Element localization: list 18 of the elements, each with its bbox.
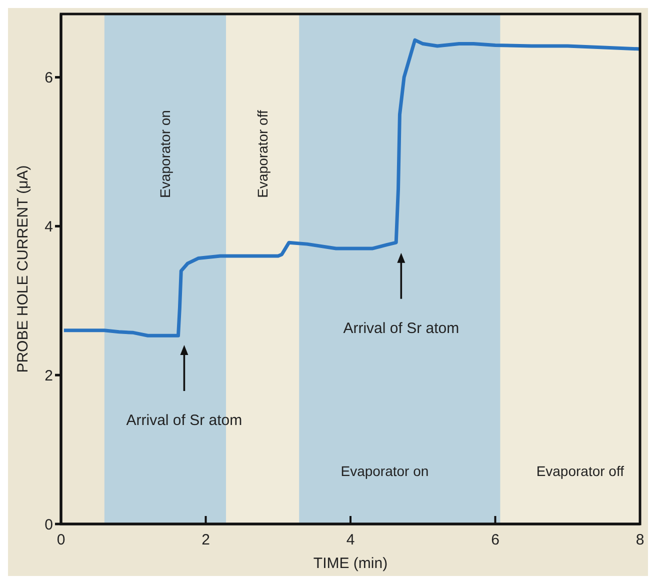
y-tick-label: 6	[44, 70, 53, 87]
x-tick-label: 8	[636, 532, 644, 549]
y-tick-label: 0	[44, 516, 53, 534]
band-label: Evaporator off	[254, 110, 271, 198]
y-tick-label: 4	[44, 218, 53, 236]
y-tick-label: 2	[44, 367, 53, 384]
y-axis-title: PROBE HOLE CURRENT (μA)	[14, 165, 32, 373]
band-label: Evaporator on	[157, 110, 174, 198]
x-tick-label: 0	[56, 532, 66, 549]
x-tick-label: 4	[346, 532, 355, 549]
band-label: Evaporator on	[340, 463, 429, 479]
annotation: Arrival of Sr atom	[343, 320, 460, 337]
x-tick-label: 2	[202, 532, 210, 549]
x-tick-label: 6	[491, 532, 500, 549]
line-series	[62, 38, 640, 338]
x-axis-title: TIME (min)	[313, 555, 388, 572]
band-label: Evaporator off	[536, 463, 624, 479]
annotation: Arrival of Sr atom	[126, 412, 242, 430]
